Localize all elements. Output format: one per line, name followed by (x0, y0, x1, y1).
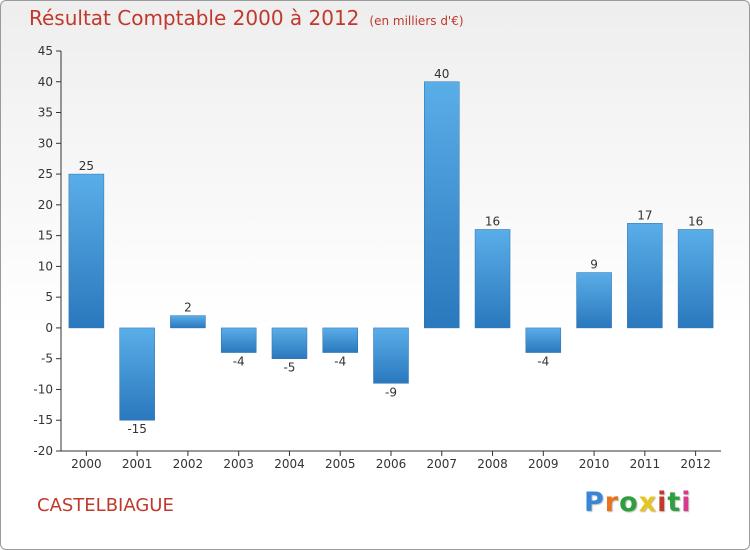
x-tick-label: 2009 (528, 457, 559, 471)
data-label-2011: 17 (637, 208, 652, 222)
bar-2010 (576, 272, 612, 329)
x-tick-label: 2001 (122, 457, 153, 471)
data-label-2012: 16 (688, 214, 703, 228)
chart-title: Résultat Comptable 2000 à 2012 (en millie… (29, 6, 464, 30)
bar-2003 (220, 327, 257, 353)
logo-letter: i (657, 487, 668, 518)
bar-2002 (170, 315, 206, 329)
x-tick-label: 2002 (173, 457, 204, 471)
bar-2007 (424, 81, 460, 329)
logo-letter: r (604, 487, 620, 518)
y-tick-label: -5 (41, 352, 53, 366)
data-label-2004: -5 (283, 361, 295, 375)
logo-letter: t (667, 487, 682, 518)
y-tick-label: 30 (38, 136, 53, 150)
chart-subtitle: (en milliers d'€) (369, 14, 464, 28)
y-tick-label: 40 (38, 75, 53, 89)
data-label-2006: -9 (385, 385, 397, 399)
bar-2009 (525, 327, 562, 353)
bar-2005 (322, 327, 358, 353)
y-tick-label: 15 (38, 229, 53, 243)
x-tick-label: 2012 (680, 457, 711, 471)
y-tick-label: -10 (33, 382, 53, 396)
y-tick-label: 5 (45, 290, 53, 304)
bar-2012 (677, 229, 714, 329)
bar-2000 (68, 173, 105, 329)
x-tick-label: 2006 (376, 457, 407, 471)
y-tick-label: 25 (38, 167, 53, 181)
bar-2001 (119, 327, 155, 421)
y-tick-label: 45 (38, 44, 53, 58)
data-label-2000: 25 (79, 159, 94, 173)
x-tick-label: 2011 (630, 457, 661, 471)
data-label-2001: -15 (127, 422, 147, 436)
data-label-2008: 16 (485, 214, 500, 228)
data-label-2007: 40 (434, 67, 449, 81)
data-label-2010: 9 (590, 258, 598, 272)
x-tick-label: 2010 (579, 457, 610, 471)
logo-letter: o (619, 487, 639, 518)
x-tick-label: 2008 (477, 457, 508, 471)
y-tick-label: 35 (38, 106, 53, 120)
data-label-2002: 2 (184, 301, 192, 315)
proxiti-logo: Proxiti (584, 487, 692, 518)
logo-letter: i (681, 487, 692, 518)
y-tick-label: 10 (38, 259, 53, 273)
bar-2008 (474, 229, 511, 329)
commune-name: CASTELBIAGUE (37, 495, 174, 516)
bar-2006 (373, 327, 409, 384)
x-tick-label: 2000 (71, 457, 102, 471)
y-tick-label: -15 (33, 413, 53, 427)
data-label-2003: -4 (233, 355, 245, 369)
bar-2004 (271, 327, 308, 359)
data-label-2009: -4 (537, 355, 549, 369)
x-tick-label: 2004 (274, 457, 305, 471)
bar-2011 (627, 223, 663, 329)
logo-letter: x (638, 487, 658, 518)
logo-letter: P (584, 487, 605, 518)
x-tick-label: 2005 (325, 457, 356, 471)
x-tick-label: 2007 (426, 457, 457, 471)
y-tick-label: -20 (33, 444, 53, 458)
data-label-2005: -4 (334, 355, 346, 369)
y-tick-label: 0 (45, 321, 53, 335)
x-tick-label: 2003 (223, 457, 254, 471)
y-tick-label: 20 (38, 198, 53, 212)
title-text: Résultat Comptable 2000 à 2012 (29, 6, 360, 30)
